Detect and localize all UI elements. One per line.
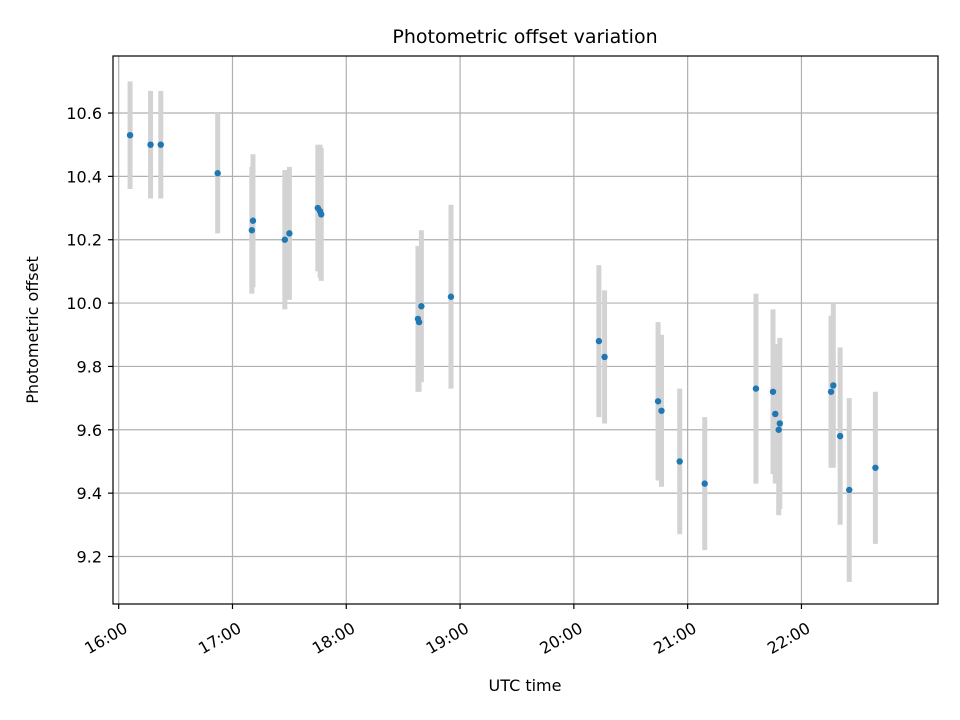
y-tick-label: 9.2 xyxy=(77,547,102,566)
data-point xyxy=(775,426,782,433)
data-point xyxy=(248,227,256,234)
x-axis-label: UTC time xyxy=(489,676,562,695)
data-point xyxy=(281,236,289,243)
data-point xyxy=(318,211,325,218)
data-point xyxy=(249,217,257,224)
y-tick-label: 9.8 xyxy=(77,357,102,376)
data-point xyxy=(701,480,708,487)
data-point xyxy=(286,230,293,237)
y-tick-label: 9.6 xyxy=(77,421,102,440)
data-point xyxy=(654,398,662,405)
data-points xyxy=(126,131,879,494)
y-tick-label: 10.4 xyxy=(66,167,102,186)
data-point xyxy=(157,141,164,148)
grid xyxy=(113,56,938,604)
data-point xyxy=(772,410,779,418)
y-axis-ticks: 9.2 9.4 9.6 9.8 10.0 10.2 10.4 10.6 xyxy=(66,104,113,566)
data-point xyxy=(601,353,608,361)
plot-frame xyxy=(112,55,939,605)
data-point xyxy=(147,141,154,148)
data-point xyxy=(776,420,784,427)
data-point xyxy=(676,458,683,465)
data-point xyxy=(836,432,844,440)
data-point xyxy=(830,382,837,389)
data-point xyxy=(752,385,760,392)
y-tick-label: 10.2 xyxy=(66,231,102,250)
data-point xyxy=(214,170,221,177)
y-tick-label: 10.6 xyxy=(66,104,102,123)
data-point xyxy=(872,464,879,471)
data-point xyxy=(126,131,134,139)
data-point xyxy=(418,303,425,310)
data-point xyxy=(595,337,603,345)
y-axis-label: Photometric offset xyxy=(23,256,42,404)
data-point xyxy=(827,388,835,395)
data-point xyxy=(447,293,455,300)
y-tick-label: 9.4 xyxy=(77,484,102,503)
data-point xyxy=(658,407,665,414)
data-point xyxy=(846,486,853,494)
y-tick-label: 10.0 xyxy=(66,294,102,313)
data-point xyxy=(769,388,777,395)
data-point xyxy=(415,318,423,326)
chart-title: Photometric offset variation xyxy=(392,26,657,48)
